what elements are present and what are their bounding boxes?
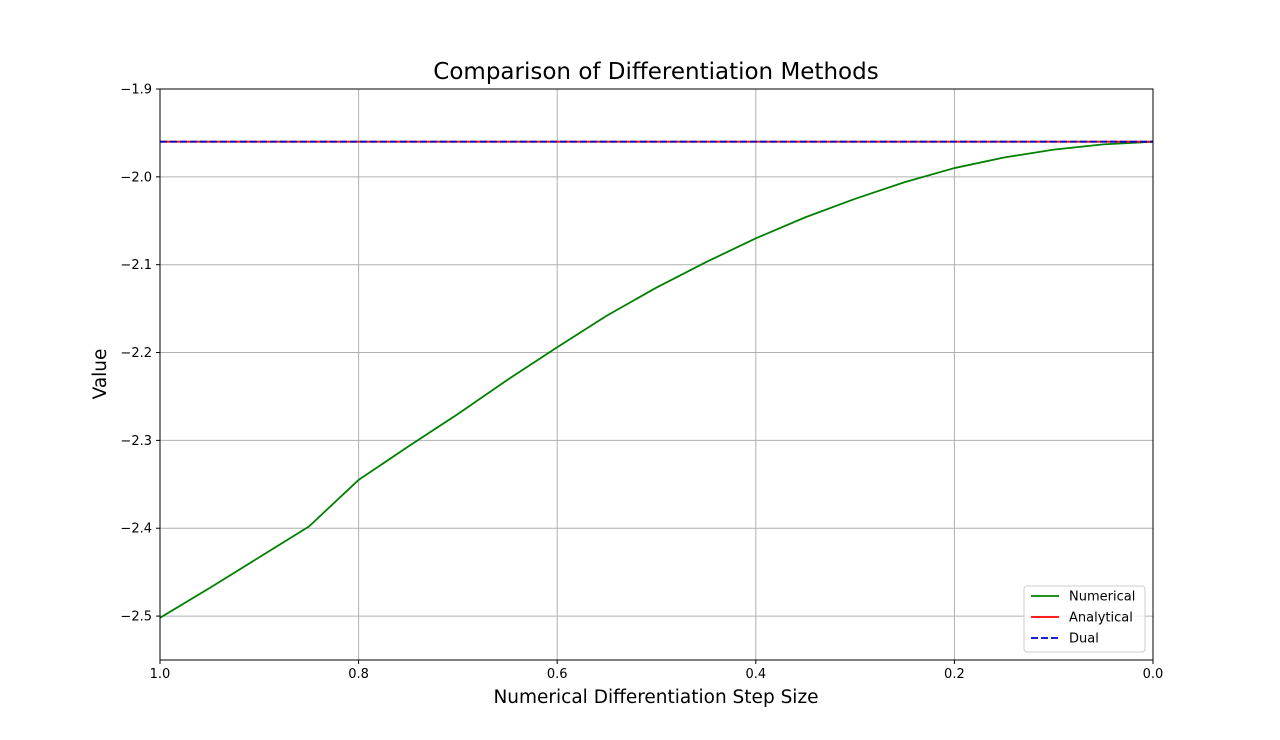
x-axis-ticks: 1.0 0.8 0.6 0.4 0.2 0.0 [150, 660, 1164, 682]
x-tick-label: 1.0 [150, 667, 171, 682]
y-tick-label: −2.5 [120, 610, 152, 625]
y-axis-ticks: −1.9 −2.0 −2.1 −2.2 −2.3 −2.4 −2.5 [120, 83, 160, 625]
plot-lines [159, 140, 1154, 619]
y-tick-label: −1.9 [120, 83, 152, 98]
y-tick-label: −2.2 [120, 346, 152, 361]
chart-title: Comparison of Differentiation Methods [433, 59, 878, 85]
x-tick-label: 0.2 [944, 667, 965, 682]
x-axis-label: Numerical Differentiation Step Size [493, 687, 818, 708]
plot-area [160, 89, 1153, 660]
y-axis-label: Value [90, 349, 111, 400]
y-tick-label: −2.4 [120, 522, 152, 537]
x-tick-label: 0.4 [745, 667, 766, 682]
x-tick-label: 0.6 [547, 667, 568, 682]
legend: Numerical Analytical Dual [1023, 585, 1146, 653]
y-tick-label: −2.1 [120, 258, 152, 273]
legend-label-analytical: Analytical [1069, 611, 1133, 626]
legend-entries: Numerical Analytical Dual [1031, 590, 1135, 647]
x-tick-label: 0.0 [1143, 667, 1164, 682]
legend-box [1023, 585, 1146, 653]
legend-label-dual: Dual [1069, 632, 1099, 647]
plot-frame [159, 88, 1154, 661]
y-tick-label: −2.0 [120, 170, 152, 185]
series-line-numerical [159, 140, 1154, 619]
x-tick-label: 0.8 [348, 667, 369, 682]
legend-label-numerical: Numerical [1069, 590, 1135, 605]
y-tick-label: −2.3 [120, 434, 152, 449]
